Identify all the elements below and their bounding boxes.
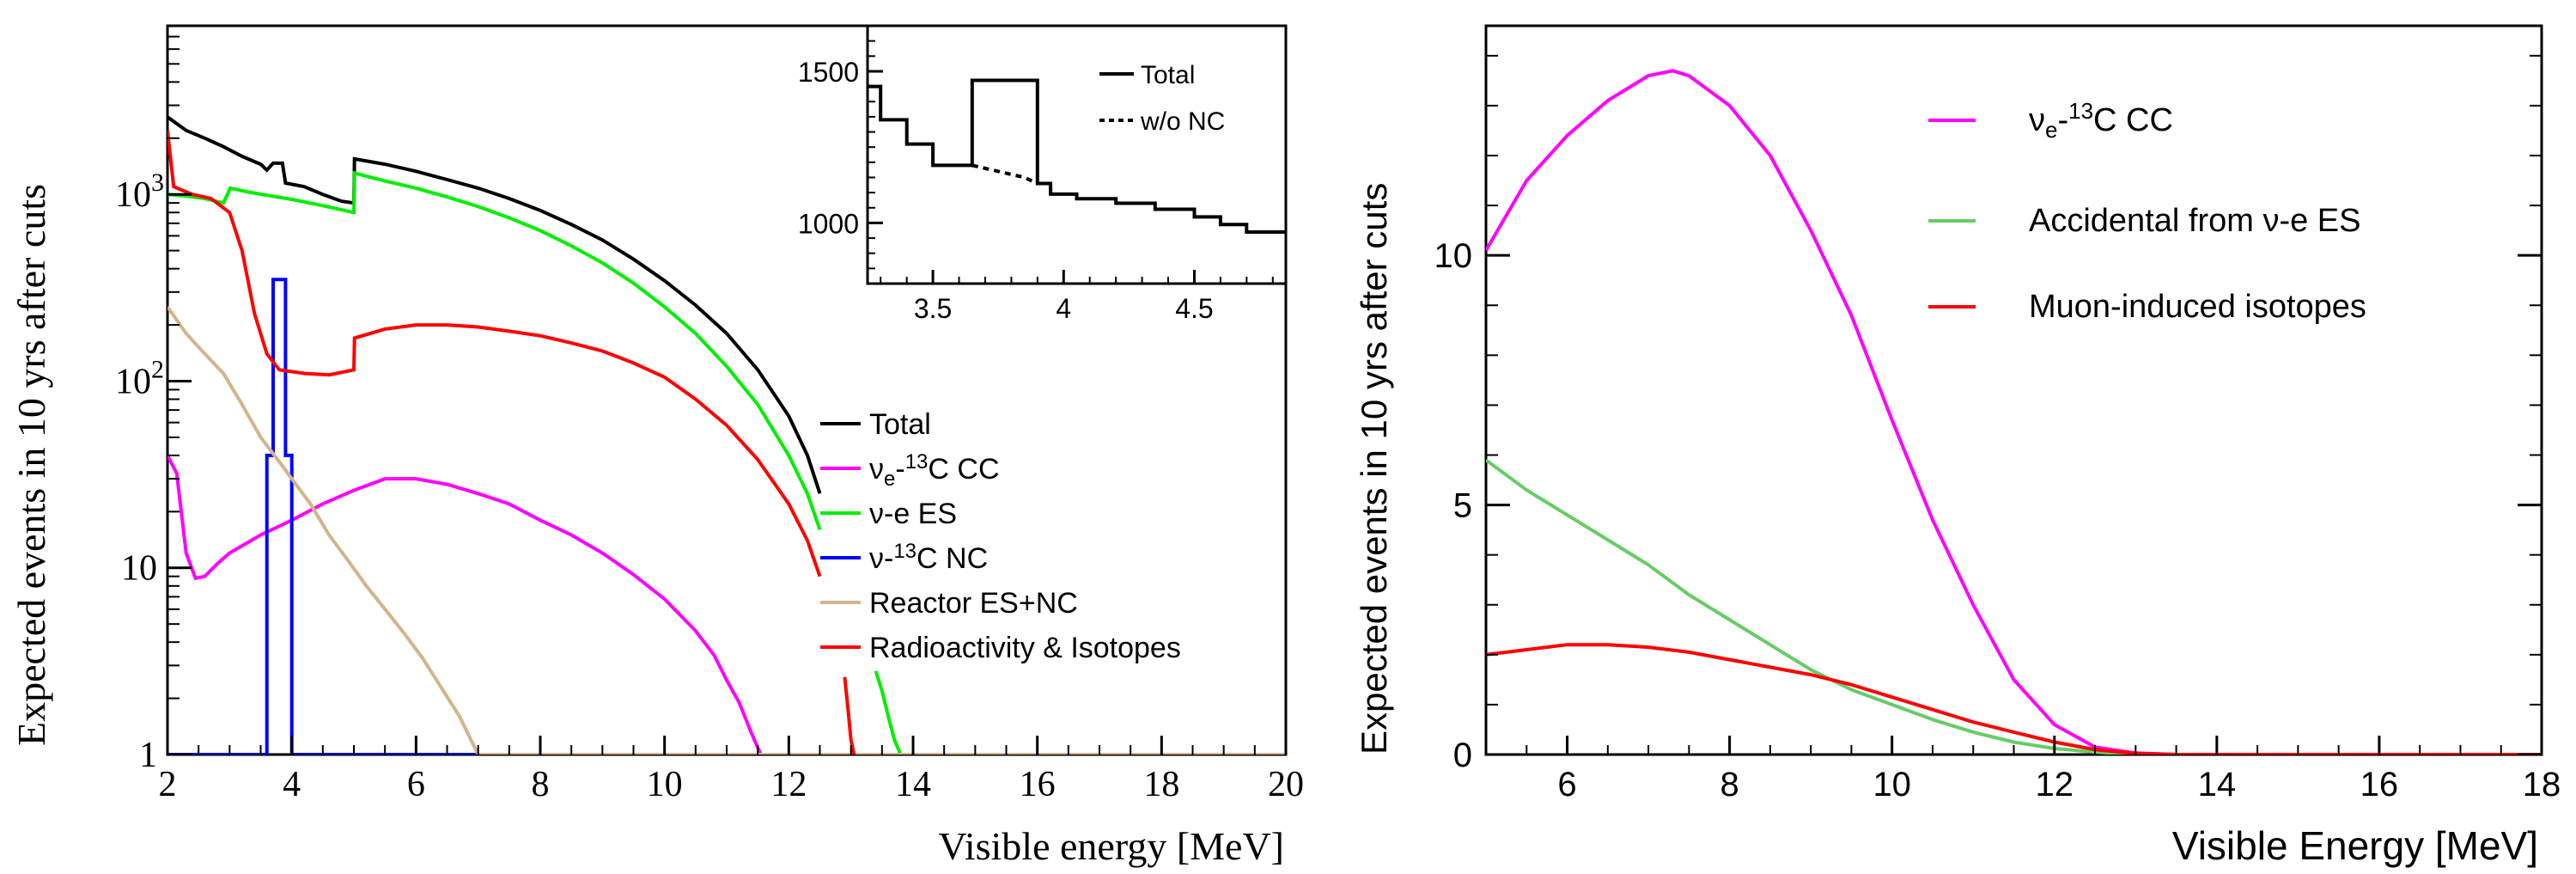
right-legend-label-cc: νe-13C CC — [2029, 98, 2173, 143]
right-y-tick-label: 10 — [1434, 237, 1473, 275]
right-plot-frame — [1484, 24, 2543, 756]
right-legend: νe-13C CC Accidental from ν-e ES Muon-in… — [1928, 98, 2366, 325]
left-y-axis-label: Expected events in 10 yrs after cuts — [9, 184, 53, 746]
x-tick-label: 6 — [407, 765, 425, 804]
inset-legend-label-total: Total — [1141, 61, 1195, 89]
left-panel: 2 4 6 8 10 12 14 16 18 20 1 10 102 103 3.5 4 4.5 1000 150… — [9, 24, 1304, 868]
left-legend: Total νe-13C CC ν-e ES ν-13C NC Reactor … — [820, 408, 1181, 664]
x-tick-label: 4 — [283, 765, 301, 804]
right-x-tick-label: 16 — [2360, 766, 2399, 804]
series-radioactivity-isotopes — [167, 130, 822, 578]
right-series-e-13c-cc — [1486, 69, 2542, 755]
x-tick-label: 20 — [1268, 765, 1304, 804]
x-tick-label: 10 — [647, 765, 683, 804]
inset-series-total — [868, 78, 1286, 234]
y-tick-label: 10 — [121, 549, 157, 589]
left-axes: 2 4 6 8 10 12 14 16 18 20 1 10 102 103 — [115, 25, 1304, 804]
series-13c-nc — [167, 278, 1286, 755]
right-x-tick-label: 18 — [2523, 766, 2561, 804]
x-tick-label: 8 — [532, 765, 550, 804]
inset-x-tick-label: 4 — [1056, 293, 1071, 324]
legend-label-reactor: Reactor ES+NC — [869, 587, 1078, 620]
right-x-tick-label: 8 — [1720, 766, 1739, 804]
series-radioactivity-tail — [843, 676, 856, 755]
left-x-axis-label: Visible energy [MeV] — [938, 824, 1284, 868]
inset-x-tick-label: 3.5 — [914, 293, 952, 324]
inset-plot: 3.5 4 4.5 1000 1500 Total w/o NC — [798, 24, 1288, 324]
inset-series-w-o-nc — [971, 163, 1038, 186]
legend-label-nc: ν-13C NC — [869, 540, 988, 575]
y-tick-label: 1 — [139, 736, 157, 775]
right-series-muon-induced-isotopes — [1486, 643, 2542, 755]
right-legend-label-muon: Muon-induced isotopes — [2029, 289, 2366, 325]
inset-y-tick-label: 1500 — [798, 57, 859, 88]
legend-label-total: Total — [869, 408, 931, 441]
x-tick-label: 16 — [1020, 765, 1056, 804]
x-tick-label: 2 — [159, 765, 177, 804]
right-x-tick-label: 12 — [2036, 766, 2074, 804]
right-axes: 6 8 10 12 14 16 18 0 5 10 — [1434, 54, 2561, 804]
right-panel: 6 8 10 12 14 16 18 0 5 10 νe-13C CC Accidental fr… — [1354, 24, 2561, 868]
series-e-es — [167, 170, 822, 531]
right-x-tick-label: 14 — [2198, 766, 2237, 804]
right-legend-label-accidental: Accidental from ν-e ES — [2029, 203, 2360, 239]
right-x-tick-label: 10 — [1873, 766, 1911, 804]
right-y-axis-label: Expected events in 10 yrs after cuts — [1354, 183, 1394, 755]
inset-legend: Total w/o NC — [1099, 61, 1225, 136]
inset-y-tick-label: 1000 — [798, 208, 859, 239]
right-x-axis-label: Visible Energy [MeV] — [2172, 823, 2538, 868]
legend-label-radio: Radioactivity & Isotopes — [869, 632, 1181, 664]
legend-label-cc: νe-13C CC — [869, 450, 1000, 491]
right-series-accidental-from-e-es — [1486, 458, 2542, 755]
x-tick-label: 14 — [895, 765, 931, 804]
left-series-group — [167, 115, 1286, 755]
y-tick-label: 102 — [115, 355, 164, 401]
right-y-tick-label: 5 — [1453, 487, 1472, 525]
right-x-tick-label: 6 — [1557, 766, 1576, 804]
inset-series-group — [868, 78, 1286, 234]
inset-frame — [866, 24, 1288, 285]
series-reactor-es-nc — [167, 305, 1286, 755]
inset-x-tick-label: 4.5 — [1175, 293, 1213, 324]
right-y-tick-label: 0 — [1453, 736, 1472, 774]
y-tick-label: 103 — [115, 168, 164, 215]
series-e-13c-cc — [167, 454, 763, 755]
x-tick-label: 12 — [770, 765, 807, 804]
legend-label-es: ν-e ES — [869, 498, 957, 530]
series-e-e-es-tail — [874, 670, 903, 755]
series-total — [167, 115, 822, 494]
x-tick-label: 18 — [1143, 765, 1179, 804]
inset-legend-label-wonc: w/o NC — [1140, 107, 1225, 136]
right-series-group — [1486, 69, 2542, 755]
inset-axes: 3.5 4 4.5 1000 1500 — [798, 40, 1274, 324]
